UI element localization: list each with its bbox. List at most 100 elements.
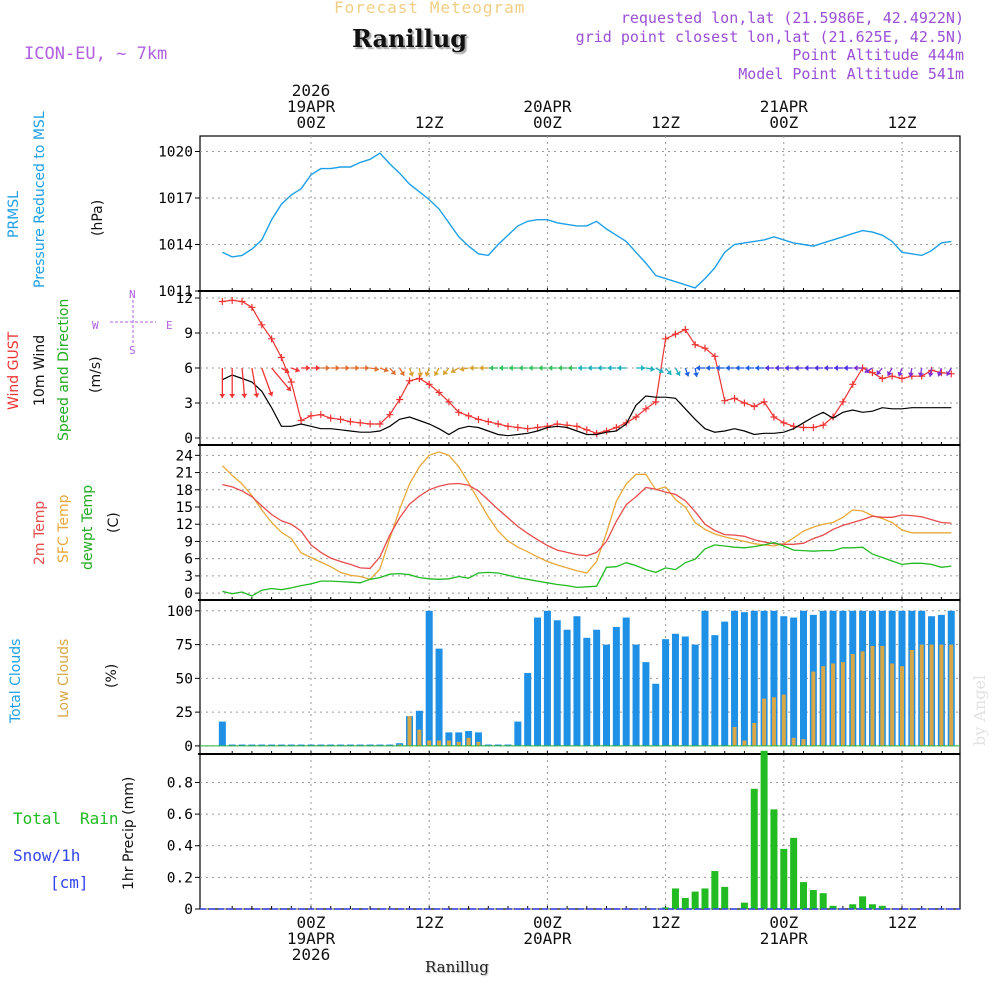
gust-point-marker [652,398,660,406]
rain-bar [829,905,837,909]
gust-point-marker [534,424,542,431]
bottom-time-label: 12Z [415,913,444,932]
wind-direction-arrowhead [936,371,943,377]
rain-bar [681,897,689,909]
gust-point-marker [248,303,256,311]
total-cloud-bar [445,732,453,746]
gust-point-marker [800,424,807,431]
panel-frame [199,135,961,292]
total-cloud-bar [455,732,463,746]
wind-speed-line [222,374,952,437]
top-time-label: 19APR [287,97,336,116]
compass-south: S [129,344,136,357]
low-cloud-bar [446,740,451,746]
wind-direction-arrowhead [355,365,360,371]
gust-point-marker [504,422,512,430]
compass-east: E [166,319,173,332]
total-cloud-bar [642,662,650,746]
total-cloud-bar [356,744,364,746]
gust-point-marker [465,412,473,420]
gust-point-marker [573,422,581,430]
bottom-time-label: 12Z [651,913,680,932]
wind-direction-arrowhead [365,365,370,371]
total-cloud-bar [425,610,433,746]
total-cloud-bar [603,644,610,746]
total-cloud-bar [553,620,561,746]
low-cloud-bar [850,654,855,746]
top-time-label: 00Z [297,113,326,132]
y-tick-label: 75 [176,638,193,654]
low-cloud-bar [742,740,747,746]
rain-bar [770,809,778,909]
total-cloud-bar [721,621,729,746]
low-cloud-bar [811,671,816,746]
total-cloud-bar [277,744,285,746]
wind-direction-arrowhead [917,372,924,377]
wind-direction-arrowhead [794,365,799,371]
grid-point-coordinates: grid point closest lon,lat (21.625E, 42.… [575,28,964,46]
wind-direction-arrowhead [408,371,415,377]
total-cloud-bar [671,633,679,746]
total-cloud-bar [238,744,246,746]
dewpt-temp-line [222,541,952,597]
total-cloud-bar [268,744,276,746]
wind-direction-arrowhead [784,365,789,371]
total-cloud-bar [612,627,620,746]
low-cloud-bar [466,737,471,746]
total-cloud-bar [770,610,778,746]
wind-direction-arrowhead [399,370,405,376]
wind-direction-arrowhead [294,366,300,373]
gust-point-marker [317,411,325,419]
wind-direction-arrowhead [417,372,424,377]
gust-point-marker [425,380,433,388]
wind-direction-arrowhead [745,365,750,371]
wind-direction-arrowhead [499,365,503,371]
wind-direction-arrowhead [666,369,672,375]
bottom-time-label: 2026 [292,945,331,964]
total-cloud-bar [524,672,532,746]
wind-direction-arrowhead [316,365,320,371]
wind-direction-arrowhead [908,372,914,377]
wind-direction-arrowhead [607,365,612,371]
wind-direction-arrowhead [650,365,655,372]
rain-bar [878,905,886,909]
gust-point-marker [849,380,857,388]
wind-direction-arrowhead [345,365,350,371]
wind-direction-arrowhead [508,365,513,371]
model-label: ICON-EU, ~ 7km [24,44,168,64]
wind-direction-arrowhead [774,365,779,371]
low-cloud-bar [880,645,885,746]
low-cloud-bar [762,698,767,746]
low-cloud-bar [427,740,432,746]
temp-2m-line [222,482,952,570]
y-tick-label: 1014 [158,238,193,254]
gust-point-marker [307,412,315,420]
rain-bar [780,848,788,909]
wind-direction-arrowhead [479,365,484,371]
rain-bar [740,902,748,909]
wind-direction-arrowhead [489,365,494,371]
wind-direction-arrowhead [219,394,226,398]
wind-direction-arrowhead [843,365,848,371]
total-cloud-bar [484,744,492,746]
wind-direction-arrowhead [558,365,563,371]
rain-bar [790,837,798,909]
total-cloud-bar [790,617,798,746]
total-cloud-bar [287,744,295,746]
gust-point-marker [809,424,817,431]
top-time-label: 12Z [415,113,444,132]
footer-location: Ranillug [425,958,489,976]
point-altitude: Point Altitude 444m [792,46,964,64]
total-cloud-bar [474,732,482,746]
wind-direction-arrow [251,367,258,398]
total-cloud-bar [701,610,709,746]
wind-direction-arrowhead [693,372,699,377]
wind-direction-arrowhead [705,365,710,371]
gust-point-marker [701,344,709,352]
rain-bar [721,886,729,909]
y-tick-label: 1017 [158,191,193,207]
total-cloud-bar [662,639,670,746]
precip-snow-unit: [cm] [50,873,89,892]
panel-frame [199,753,961,910]
y-tick-label: 0 [184,739,193,755]
